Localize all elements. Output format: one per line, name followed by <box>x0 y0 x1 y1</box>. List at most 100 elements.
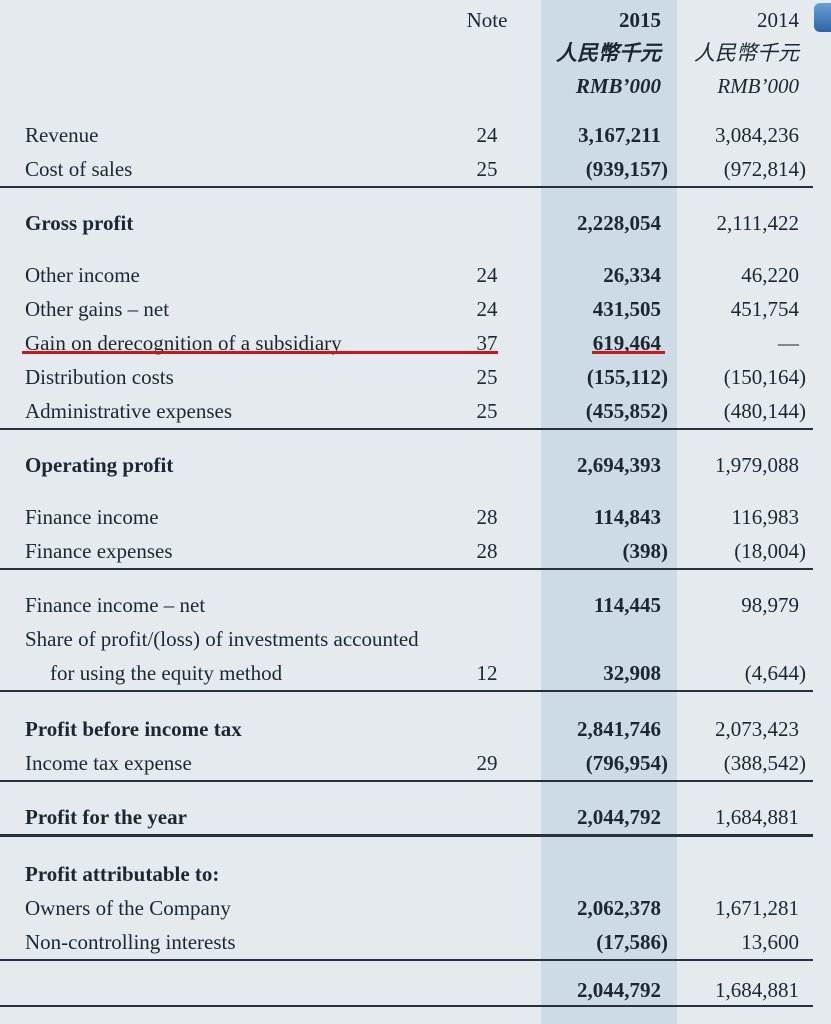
note-ref: 24 <box>476 297 498 321</box>
row-label: Finance income – net <box>25 593 206 617</box>
value-2014: (150,164) <box>723 365 806 389</box>
value-2014: (388,542) <box>723 751 806 775</box>
section-operating-profit: Operating profit 2,694,393 1,979,088 <box>0 430 813 498</box>
row-label: Finance expenses <box>25 539 173 563</box>
value-2015: 619,464 <box>592 331 661 355</box>
note-ref: 25 <box>476 365 498 389</box>
row-label: Other income <box>25 263 140 287</box>
note-ref: 37 <box>476 331 498 355</box>
section-revenue: Revenue 24 3,167,211 3,084,236 Cost of s… <box>0 115 813 188</box>
table-row: Distribution costs 25 (155,112) (150,164… <box>0 360 813 394</box>
row-label: Profit for the year <box>25 805 187 829</box>
value-2014: 1,684,881 <box>715 978 799 1002</box>
note-ref: 24 <box>476 123 498 147</box>
value-2015: (155,112) <box>586 365 668 389</box>
table-row-total: Profit before income tax 2,841,746 2,073… <box>0 712 813 746</box>
value-2015: 2,044,792 <box>577 978 661 1002</box>
value-2015: 2,228,054 <box>577 211 661 235</box>
value-2015: (17,586) <box>596 930 668 954</box>
value-2015: (796,954) <box>585 751 668 775</box>
value-2014: (972,814) <box>723 157 806 181</box>
value-2014: 46,220 <box>741 263 799 287</box>
row-label: Operating profit <box>25 453 174 477</box>
highlight-underline <box>22 351 498 354</box>
value-2015: 32,908 <box>603 661 661 685</box>
row-label: Revenue <box>25 123 99 147</box>
currency-cn-2014: 人民幣千元 <box>694 41 799 65</box>
year-2015-header: 2015 <box>619 8 661 32</box>
note-ref: 29 <box>476 751 498 775</box>
row-label: Non-controlling interests <box>25 930 236 954</box>
year-2014-header: 2014 <box>757 8 799 32</box>
row-label: Distribution costs <box>25 365 174 389</box>
value-2014: 2,111,422 <box>716 211 799 235</box>
table-row: Administrative expenses 25 (455,852) (48… <box>0 394 813 428</box>
table-row-total: Gross profit 2,228,054 2,111,422 <box>0 206 813 240</box>
section-finance: Finance income 28 114,843 116,983 Financ… <box>0 498 813 570</box>
value-2015: 3,167,211 <box>578 123 661 147</box>
table-row: Finance income 28 114,843 116,983 <box>0 500 813 534</box>
table-row: Finance expenses 28 (398) (18,004) <box>0 534 813 568</box>
note-ref: 12 <box>476 661 498 685</box>
value-2014: 2,073,423 <box>715 717 799 741</box>
column-highlight-band <box>541 0 677 1024</box>
note-ref: 28 <box>476 539 498 563</box>
row-label: Finance income <box>25 505 159 529</box>
value-2014: (4,644) <box>744 661 806 685</box>
bookmark-tab-icon <box>814 3 831 32</box>
highlight-underline <box>592 351 665 354</box>
value-2014: 98,979 <box>741 593 799 617</box>
note-column-header: Note <box>466 8 508 32</box>
row-label: Cost of sales <box>25 157 133 181</box>
value-2015: (939,157) <box>585 157 668 181</box>
currency-cn-2015: 人民幣千元 <box>556 41 661 65</box>
value-2014: (480,144) <box>723 399 806 423</box>
section-grand-total: 2,044,792 1,684,881 <box>0 961 813 1007</box>
table-row: Revenue 24 3,167,211 3,084,236 <box>0 118 813 152</box>
note-ref: 25 <box>476 399 498 423</box>
table-row: Income tax expense 29 (796,954) (388,542… <box>0 746 813 780</box>
note-ref: 25 <box>476 157 498 181</box>
table-row-highlighted: Gain on derecognition of a subsidiary 37… <box>0 326 813 360</box>
header-row-currency-en: RMB’000 RMB’000 <box>0 70 813 103</box>
section-gross-profit: Gross profit 2,228,054 2,111,422 <box>0 188 813 256</box>
section-attributable: Profit attributable to: Owners of the Co… <box>0 837 813 961</box>
row-label: Administrative expenses <box>25 399 233 423</box>
row-label: Owners of the Company <box>25 896 231 920</box>
table-row: Cost of sales 25 (939,157) (972,814) <box>0 152 813 186</box>
value-2014: 1,671,281 <box>715 896 799 920</box>
table-row: Finance income – net 114,445 98,979 <box>0 588 813 622</box>
table-row: Non-controlling interests (17,586) 13,60… <box>0 925 813 959</box>
value-2014: 3,084,236 <box>715 123 799 147</box>
value-2015: 114,445 <box>593 593 661 617</box>
value-2015: 2,044,792 <box>577 805 661 829</box>
table-row: Other gains – net 24 431,505 451,754 <box>0 292 813 326</box>
row-label: Share of profit/(loss) of investments ac… <box>25 627 419 651</box>
row-label: Profit before income tax <box>25 717 242 741</box>
note-ref: 24 <box>476 263 498 287</box>
value-2015: 2,841,746 <box>577 717 661 741</box>
note-ref: 28 <box>476 505 498 529</box>
value-2014: 451,754 <box>730 297 799 321</box>
value-2014: (18,004) <box>734 539 806 563</box>
value-2014: 13,600 <box>741 930 799 954</box>
row-label: Gross profit <box>25 211 134 235</box>
value-2015: (398) <box>622 539 669 563</box>
value-2014: — <box>778 331 799 355</box>
table-row-wrapped-line1: Share of profit/(loss) of investments ac… <box>0 622 813 656</box>
header-row-years: Note 2015 2014 <box>0 4 813 37</box>
value-2015: 114,843 <box>593 505 661 529</box>
value-2014: 116,983 <box>731 505 799 529</box>
table-row-total: Profit for the year 2,044,792 1,684,881 <box>0 800 813 834</box>
section-pretax-profit: Profit before income tax 2,841,746 2,073… <box>0 692 813 782</box>
value-2014: 1,684,881 <box>715 805 799 829</box>
value-2014: 1,979,088 <box>715 453 799 477</box>
value-2015: (455,852) <box>585 399 668 423</box>
value-2015: 2,062,378 <box>577 896 661 920</box>
value-2015: 26,334 <box>603 263 661 287</box>
currency-en-2014: RMB’000 <box>717 74 799 98</box>
table-row: Other income 24 26,334 46,220 <box>0 258 813 292</box>
row-label: Other gains – net <box>25 297 170 321</box>
